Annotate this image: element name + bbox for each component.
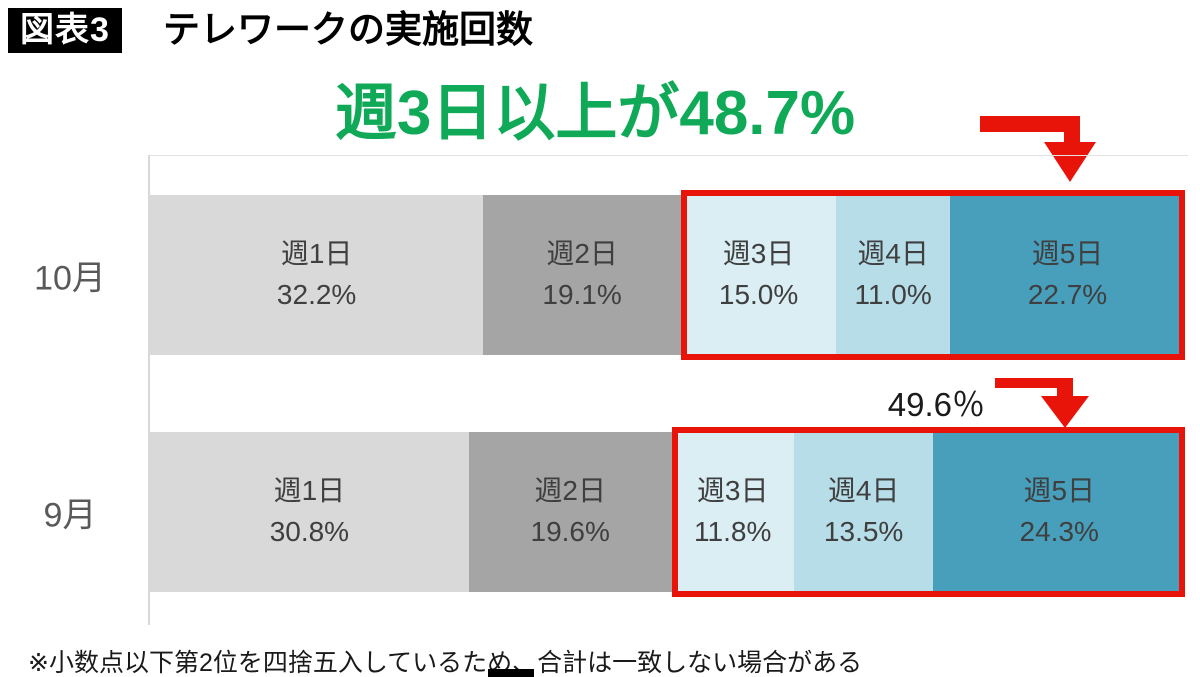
segment-label: 週1日	[280, 238, 353, 270]
segment-value: 30.8%	[269, 516, 350, 547]
segment-label: 週5日	[1023, 475, 1096, 507]
bar-segment-5: 週5日 22.7%	[950, 195, 1185, 355]
bar-row: 9月 週1日 30.8% 週2日 19.6% 週3日 11.8% 週4日 13.5% 週5日 24.…	[44, 427, 1185, 597]
segment-label: 週3日	[696, 475, 769, 507]
segment-value: 13.5%	[823, 516, 904, 547]
segment-value: 24.3%	[1019, 516, 1099, 547]
red-arrow-down-icon	[980, 116, 1096, 182]
category-label: 10月	[34, 259, 106, 298]
segment-label: 週4日	[857, 238, 929, 270]
top-gridline	[148, 155, 1188, 156]
bar-segment-2: 週2日 19.6%	[468, 432, 672, 592]
segment-value: 11.8%	[694, 516, 772, 547]
bar-segment-2: 週2日 19.1%	[483, 195, 681, 355]
footnote: ※小数点以下第2位を四捨五入しているため、合計は一致しない場合がある	[28, 649, 863, 677]
segment-label: 週2日	[534, 475, 606, 507]
bar-segment-5: 週5日 24.3%	[933, 432, 1185, 592]
segment-value: 22.7%	[1027, 279, 1108, 310]
segment-value: 19.1%	[542, 279, 622, 310]
segment-value: 11.0%	[854, 279, 932, 310]
bar-segment-4: 週4日 11.0%	[836, 195, 951, 355]
chart-rows: 10月 週1日 32.2% 週2日 19.1% 週3日 15.0% 週4日 11.0% 週5日 22…	[34, 190, 1185, 597]
top-annotation: 週3日以上が48.7%	[334, 79, 856, 148]
stacked-bar: 週1日 32.2% 週2日 19.1% 週3日 15.0% 週4日 11.0% 週5日 22.7%	[150, 190, 1185, 360]
segment-value: 19.6%	[530, 516, 610, 547]
segment-label: 週5日	[1031, 238, 1104, 270]
bar-segment-4: 週4日 13.5%	[793, 432, 934, 592]
bar-row: 10月 週1日 32.2% 週2日 19.1% 週3日 15.0% 週4日 11.0% 週5日 22…	[34, 190, 1185, 360]
bar-segment-1: 週1日 30.8%	[150, 432, 469, 592]
bar-segment-3: 週3日 11.8%	[671, 432, 794, 592]
figure-badge: 図表3	[8, 8, 122, 54]
red-arrow-down-icon	[995, 378, 1089, 428]
segment-value: 32.2%	[276, 279, 357, 310]
category-label: 9月	[43, 496, 97, 535]
segment-label: 週1日	[273, 475, 346, 507]
stacked-bar: 週1日 30.8% 週2日 19.6% 週3日 11.8% 週4日 13.5% 週5日 24.3%	[150, 427, 1185, 597]
segment-label: 週4日	[827, 475, 900, 507]
y-axis-line	[148, 155, 150, 625]
bar-segment-1: 週1日 32.2%	[150, 195, 484, 355]
segment-value: 15.0%	[718, 279, 799, 310]
segment-label: 週3日	[722, 238, 795, 270]
segment-label: 週2日	[546, 238, 618, 270]
figure-title: テレワークの実施回数	[163, 9, 533, 50]
bar-segment-3: 週3日 15.0%	[680, 195, 837, 355]
cropped-next-figure-badge	[488, 669, 534, 677]
mid-annotation: 49.6％	[887, 386, 985, 423]
